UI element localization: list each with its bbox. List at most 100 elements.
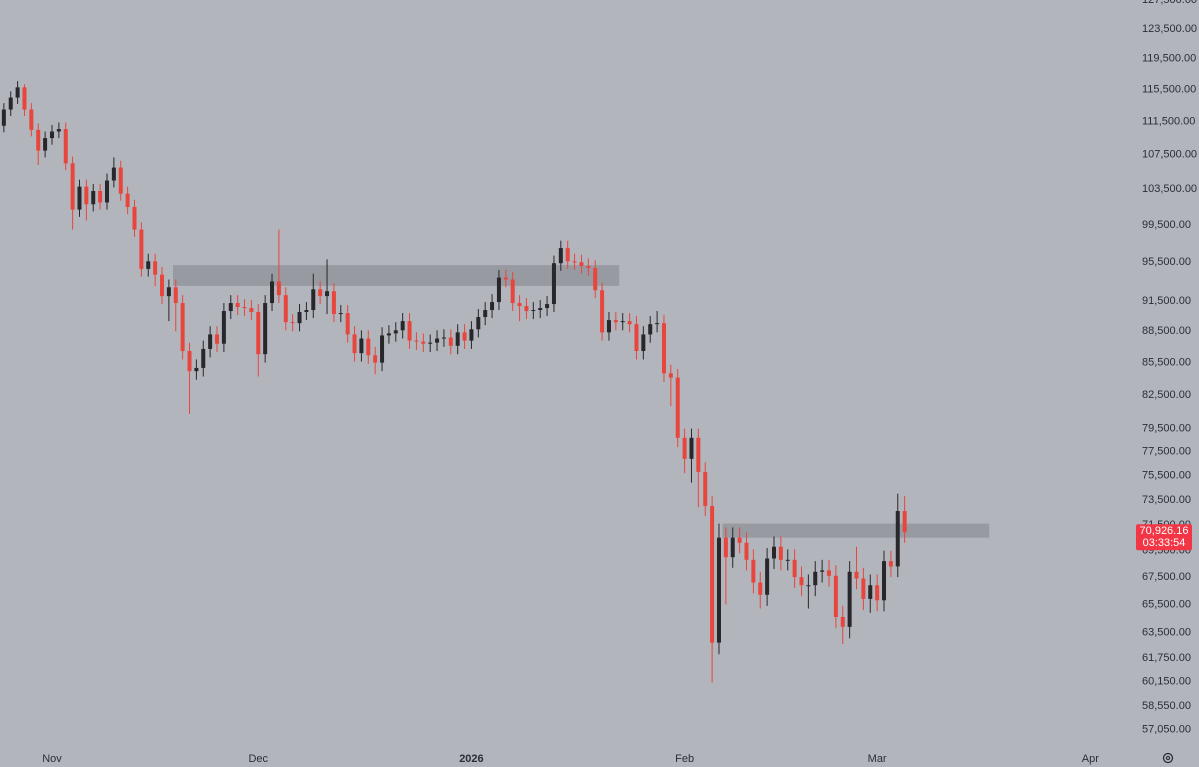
- candle-body: [593, 267, 598, 291]
- candle-body: [421, 341, 426, 344]
- settings-icon[interactable]: [1162, 752, 1174, 764]
- candle-body: [462, 332, 467, 341]
- candle-body: [235, 303, 240, 308]
- candle-body: [613, 320, 618, 323]
- candle-body: [868, 585, 873, 599]
- candle-body: [338, 313, 343, 315]
- candle-body: [414, 340, 419, 342]
- candle-body: [325, 291, 330, 297]
- candle-body: [503, 277, 508, 280]
- candle-body: [290, 322, 295, 324]
- zone: [722, 523, 990, 538]
- candle-body: [173, 287, 178, 304]
- candle-body: [847, 571, 852, 627]
- candle-body: [194, 367, 199, 372]
- candle-body: [263, 303, 268, 355]
- candle-body: [510, 279, 515, 304]
- candle-body: [689, 437, 694, 459]
- candle-body: [668, 373, 673, 378]
- candle-body: [276, 281, 281, 296]
- candle-body: [407, 321, 412, 341]
- settings-button[interactable]: [1162, 752, 1174, 764]
- candle-body: [606, 320, 611, 333]
- candle-body: [249, 308, 254, 313]
- candle-body: [565, 248, 570, 262]
- y-tick-label: 119,500.00: [1142, 53, 1196, 65]
- y-tick-label: 111,500.00: [1142, 116, 1195, 128]
- candle-body: [98, 190, 103, 203]
- candle-body: [655, 323, 660, 325]
- candle-body: [29, 109, 34, 130]
- candle-body: [758, 582, 763, 595]
- candle-body: [8, 97, 13, 110]
- candle-body: [428, 342, 433, 344]
- candle-body: [840, 616, 845, 627]
- y-tick-label: 60,150.00: [1142, 676, 1191, 688]
- candle-body: [895, 511, 900, 567]
- candle-body: [125, 193, 130, 207]
- candle-body: [166, 287, 171, 297]
- candle-body: [84, 186, 89, 205]
- y-tick-label: 103,500.00: [1142, 183, 1197, 195]
- candle-body: [91, 190, 96, 205]
- candle-body: [43, 138, 48, 151]
- settings-icon-center[interactable]: [1165, 755, 1171, 761]
- candle-body: [744, 542, 749, 560]
- candle-body: [600, 290, 605, 333]
- price-tag: [1136, 524, 1192, 551]
- candle-body: [36, 129, 41, 151]
- candle-body: [854, 571, 859, 579]
- candle-body: [765, 558, 770, 595]
- y-tick-label: 127,500.00: [1142, 0, 1197, 6]
- candle-body: [311, 289, 316, 311]
- y-tick-label: 85,500.00: [1142, 357, 1191, 369]
- candle-body: [778, 546, 783, 560]
- y-tick-label: 99,500.00: [1142, 219, 1191, 231]
- candle-body: [366, 338, 371, 356]
- candle-body: [538, 308, 543, 311]
- candle-body: [579, 262, 584, 267]
- candle-body: [118, 167, 123, 194]
- candle-body: [771, 546, 776, 559]
- candle-body: [104, 180, 109, 203]
- candle-body: [710, 506, 715, 643]
- candle-body: [751, 559, 756, 583]
- y-tick-label: 115,500.00: [1142, 84, 1196, 96]
- y-tick-label: 123,500.00: [1142, 23, 1197, 35]
- candle-body: [352, 334, 357, 354]
- y-tick-label: 107,500.00: [1142, 149, 1197, 161]
- countdown-label: 03:33:54: [1143, 537, 1186, 549]
- x-tick-label: Feb: [675, 753, 694, 765]
- y-tick-label: 65,500.00: [1142, 598, 1191, 610]
- candle-body: [737, 537, 742, 543]
- candle-body: [256, 312, 261, 355]
- candle-body: [49, 131, 54, 139]
- candle-body: [139, 229, 144, 269]
- candle-body: [551, 263, 556, 305]
- candle-body: [572, 261, 577, 263]
- candle-body: [469, 329, 474, 341]
- x-tick-label: Dec: [248, 753, 268, 765]
- candle-body: [70, 163, 75, 210]
- candle-body: [586, 266, 591, 268]
- candle-body: [215, 334, 220, 344]
- candle-body: [393, 330, 398, 334]
- candle-body: [634, 324, 639, 352]
- candle-body: [132, 206, 137, 230]
- candle-body: [531, 310, 536, 312]
- candle-body: [882, 561, 887, 601]
- candle-body: [476, 317, 481, 330]
- candle-body: [661, 323, 666, 374]
- candle-body: [682, 437, 687, 459]
- candle-body: [270, 281, 275, 304]
- candle-body: [15, 87, 20, 98]
- candle-body: [386, 333, 391, 336]
- y-tick-label: 95,500.00: [1142, 256, 1191, 268]
- candle-body: [483, 310, 488, 318]
- candle-body: [785, 559, 790, 561]
- candle-body: [813, 571, 818, 586]
- candle-body: [861, 578, 866, 599]
- y-tick-label: 79,500.00: [1142, 423, 1191, 435]
- price-tag-label: 70,926.16: [1140, 525, 1189, 537]
- candle-body: [620, 321, 625, 323]
